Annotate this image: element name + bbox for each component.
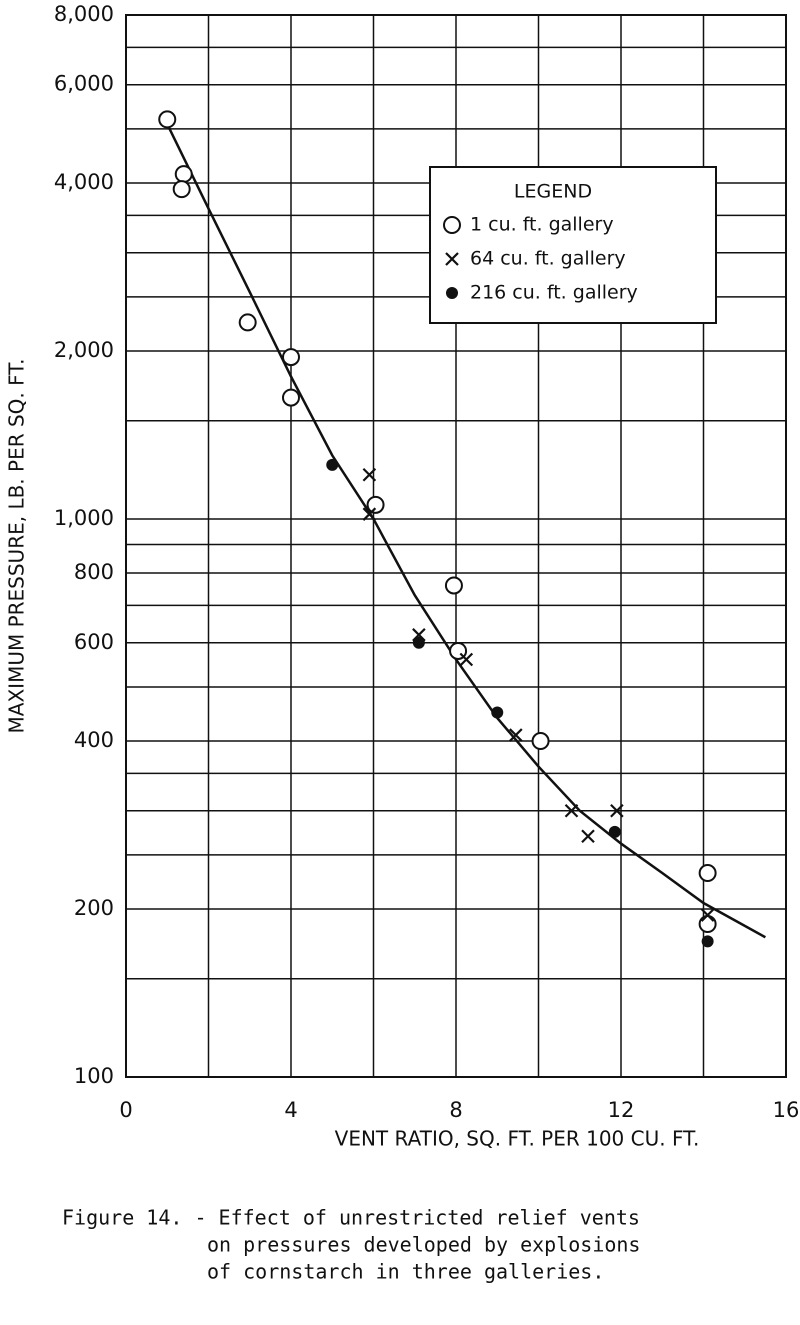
data-point bbox=[366, 495, 385, 514]
data-point bbox=[282, 388, 300, 407]
y-tick-label: 4,000 bbox=[54, 170, 114, 194]
data-point bbox=[158, 110, 177, 129]
y-tick-label: 1,000 bbox=[54, 506, 114, 530]
x-tick-label: 8 bbox=[449, 1098, 462, 1122]
data-point bbox=[700, 908, 715, 922]
data-point bbox=[174, 165, 193, 184]
data-point bbox=[362, 467, 377, 482]
data-point bbox=[564, 803, 579, 818]
y-tick-label: 100 bbox=[74, 1064, 114, 1088]
data-point bbox=[282, 348, 300, 367]
data-point bbox=[362, 507, 377, 521]
legend-box bbox=[429, 166, 717, 324]
y-tick-label: 600 bbox=[74, 630, 114, 654]
y-tick-label: 2,000 bbox=[54, 338, 114, 362]
legend-marker bbox=[445, 252, 459, 266]
x-tick-label: 0 bbox=[119, 1098, 132, 1122]
data-point bbox=[444, 576, 463, 595]
plot-frame bbox=[125, 14, 787, 1078]
x-tick-label: 4 bbox=[284, 1098, 297, 1122]
y-tick-label: 400 bbox=[74, 728, 114, 752]
legend-marker bbox=[443, 216, 461, 234]
data-point bbox=[531, 732, 550, 751]
data-point bbox=[491, 706, 504, 719]
y-tick-label: 8,000 bbox=[54, 2, 114, 26]
data-point bbox=[412, 636, 425, 649]
y-axis-title: MAXIMUM PRESSURE, LB. PER SQ. FT. bbox=[5, 359, 29, 734]
data-point bbox=[509, 728, 523, 742]
x-tick-label: 12 bbox=[608, 1098, 635, 1122]
data-point bbox=[698, 864, 717, 883]
legend-label: 216 cu. ft. gallery bbox=[470, 282, 638, 304]
legend-marker bbox=[446, 287, 458, 299]
legend-label: 64 cu. ft. gallery bbox=[470, 248, 626, 270]
data-point bbox=[238, 313, 257, 332]
y-tick-label: 6,000 bbox=[54, 72, 114, 96]
x-axis-title: VENT RATIO, SQ. FT. PER 100 CU. FT. bbox=[335, 1127, 700, 1151]
caption-line: on pressures developed by explosions bbox=[207, 1233, 640, 1257]
data-point bbox=[610, 803, 624, 818]
data-point bbox=[326, 458, 339, 471]
data-point bbox=[172, 180, 191, 199]
y-tick-label: 800 bbox=[74, 560, 114, 584]
data-point bbox=[608, 825, 621, 838]
data-point bbox=[701, 935, 714, 948]
data-point bbox=[698, 915, 717, 934]
caption-line: of cornstarch in three galleries. bbox=[207, 1260, 604, 1284]
legend-title: LEGEND bbox=[514, 181, 592, 203]
data-point bbox=[581, 829, 595, 844]
data-point bbox=[459, 652, 474, 667]
legend-label: 1 cu. ft. gallery bbox=[470, 214, 614, 236]
y-tick-label: 200 bbox=[74, 896, 114, 920]
x-tick-label: 16 bbox=[773, 1098, 800, 1122]
caption-line: Figure 14. - Effect of unrestricted reli… bbox=[62, 1206, 640, 1230]
